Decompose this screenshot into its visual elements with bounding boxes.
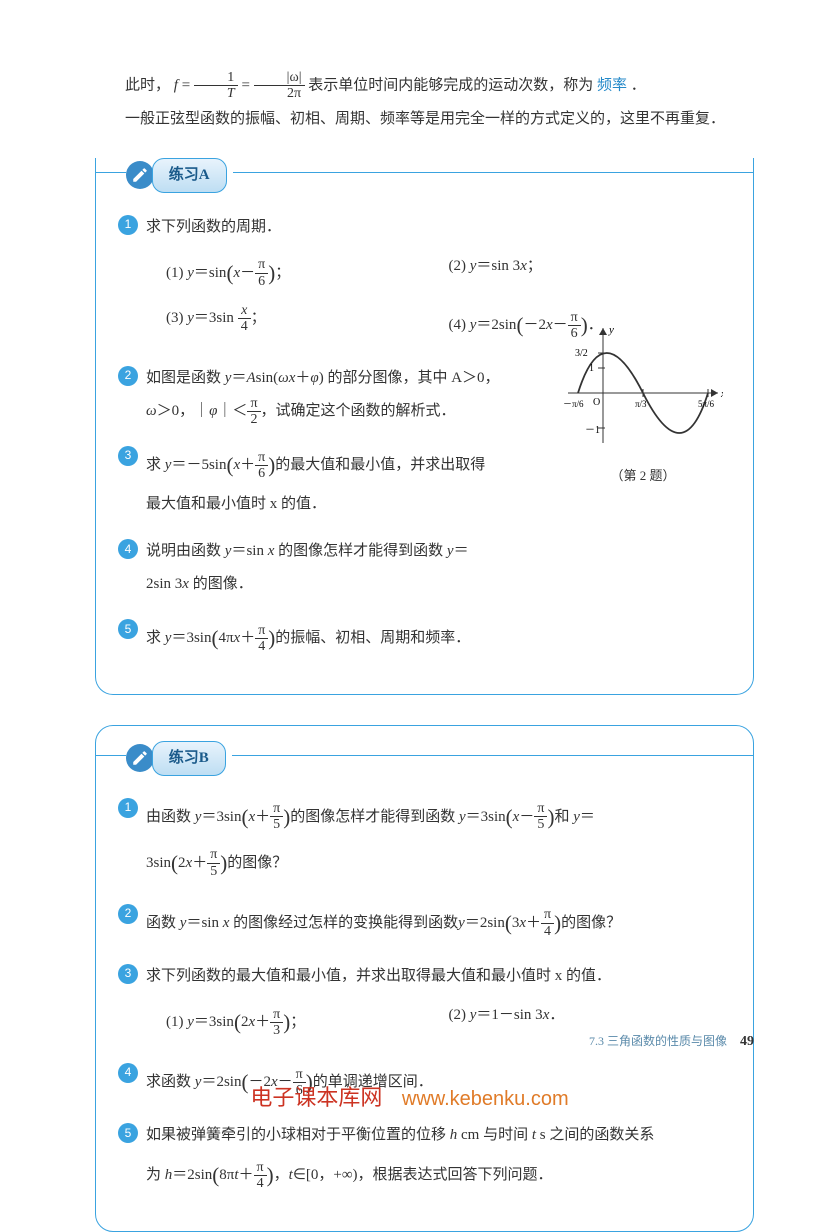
text: 求 <box>146 457 165 473</box>
text: 如图是函数 <box>146 370 225 386</box>
exercise-tab: 练习A <box>126 158 233 193</box>
svg-text:3/2: 3/2 <box>575 348 588 359</box>
exercise-b-label: 练习B <box>152 741 226 776</box>
exercise-box-a: 练习A 1 求下列函数的周期． (1) y＝sin(x－π6)； (2) y＝s… <box>95 158 754 695</box>
text: 的图像？ <box>561 915 621 931</box>
sub-label: (1) <box>166 265 187 281</box>
text: 的部分图像，其中 A＞0， <box>324 370 500 386</box>
figure-caption: （第 2 题） <box>563 464 723 487</box>
exercise-b-header: 练习B <box>96 741 753 776</box>
intro-line2: 一般正弦型函数的振幅、初相、周期、频率等是用完全一样的方式定义的，这里不再重复． <box>95 106 754 133</box>
svg-text:x: x <box>720 388 723 400</box>
text: 求函数 <box>146 1074 195 1090</box>
page-footer: 7.3 三角函数的性质与图像 49 <box>589 1029 754 1054</box>
term-frequency: 频率 <box>597 77 627 93</box>
intro-paragraph: 此时， f = 1T = |ω|2π 表示单位时间内能够完成的运动次数，称为 频… <box>95 70 754 133</box>
text: 表示单位时间内能够完成的运动次数，称为 <box>308 77 593 93</box>
text: 的最大值和最小值，并求出取得 <box>275 457 485 473</box>
frac-1-T: 1T <box>194 70 238 102</box>
figure-q2: x y O 3/2 1 －1 －π/6 π/3 5π/6 （第 2 题） <box>563 323 723 487</box>
page-number: 49 <box>740 1034 754 1049</box>
pencil-icon <box>126 161 154 189</box>
text: 求 <box>146 630 165 646</box>
watermark-url: www.kebenku.com <box>402 1088 569 1110</box>
text: 的振幅、初相、周期和频率． <box>275 630 470 646</box>
text: 求下列函数的最大值和最小值，并求出取得最大值和最小值时 x 的值． <box>146 968 611 984</box>
text: 的图像？ <box>227 855 287 871</box>
watermark-text: 电子课本库网 <box>250 1085 382 1110</box>
question-number: 3 <box>118 446 138 466</box>
sub-label: (3) <box>166 310 187 326</box>
eq: = <box>182 77 190 93</box>
exercise-box-b: 练习B 1 由函数 y＝3sin(x＋π5)的图像怎样才能得到函数 y＝3sin… <box>95 725 754 1232</box>
intro-line1: 此时， f = 1T = |ω|2π 表示单位时间内能够完成的运动次数，称为 频… <box>95 70 754 102</box>
svg-text:y: y <box>608 324 614 336</box>
text: ． <box>631 77 646 93</box>
eq: = <box>241 77 249 93</box>
exercise-a-label: 练习A <box>152 158 227 193</box>
question-b1: 1 由函数 y＝3sin(x＋π5)的图像怎样才能得到函数 y＝3sin(x－π… <box>118 794 731 886</box>
text: 由函数 <box>146 808 195 824</box>
text: 此时， <box>125 77 170 93</box>
q-text: 求下列函数的周期． <box>146 219 281 235</box>
svg-text:－π/6: －π/6 <box>563 399 584 409</box>
sub-label: (1) <box>166 1014 187 1030</box>
question-number: 2 <box>118 366 138 386</box>
question-b2: 2 函数 y＝sin x 的图像经过怎样的变换能得到函数y＝2sin(3x＋π4… <box>118 900 731 946</box>
svg-text:1: 1 <box>589 363 594 374</box>
exercise-tab: 练习B <box>126 741 232 776</box>
question-number: 1 <box>118 798 138 818</box>
question-number: 4 <box>118 539 138 559</box>
question-number: 5 <box>118 1123 138 1143</box>
question-number: 1 <box>118 215 138 235</box>
question-number: 2 <box>118 904 138 924</box>
sub-label: (2) <box>449 258 470 274</box>
exercise-a-header: 练习A <box>96 158 753 193</box>
pencil-icon <box>126 744 154 772</box>
text: ，试确定这个函数的解析式． <box>261 403 456 419</box>
question-a4: 4 说明由函数 y＝sin x 的图像怎样才能得到函数 y＝ 2sin 3x 的… <box>118 535 731 601</box>
text: 最大值和最小值时 x 的值． <box>146 496 326 512</box>
question-b5: 5 如果被弹簧牵引的小球相对于平衡位置的位移 h cm 与时间 t s 之间的函… <box>118 1119 731 1198</box>
sub-label: (2) <box>449 1007 470 1023</box>
question-number: 3 <box>118 964 138 984</box>
svg-text:π/3: π/3 <box>635 399 647 409</box>
question-number: 5 <box>118 619 138 639</box>
question-number: 4 <box>118 1063 138 1083</box>
svg-text:－1: －1 <box>585 425 600 436</box>
var-f: f <box>174 77 178 93</box>
section-title: 7.3 三角函数的性质与图像 <box>589 1034 727 1048</box>
sine-graph: x y O 3/2 1 －1 －π/6 π/3 5π/6 <box>563 323 723 448</box>
question-a5: 5 求 y＝3sin(4πx＋π4)的振幅、初相、周期和频率． <box>118 615 731 661</box>
text: 的图像怎样才能得到函数 <box>290 808 459 824</box>
frac-omega-2pi: |ω|2π <box>254 70 305 102</box>
sub-label: (4) <box>449 317 470 333</box>
watermark: 电子课本库网 www.kebenku.com <box>250 1078 568 1118</box>
svg-text:O: O <box>593 397 600 408</box>
svg-text:5π/6: 5π/6 <box>698 399 715 409</box>
question-list-b: 1 由函数 y＝3sin(x＋π5)的图像怎样才能得到函数 y＝3sin(x－π… <box>118 794 731 1199</box>
